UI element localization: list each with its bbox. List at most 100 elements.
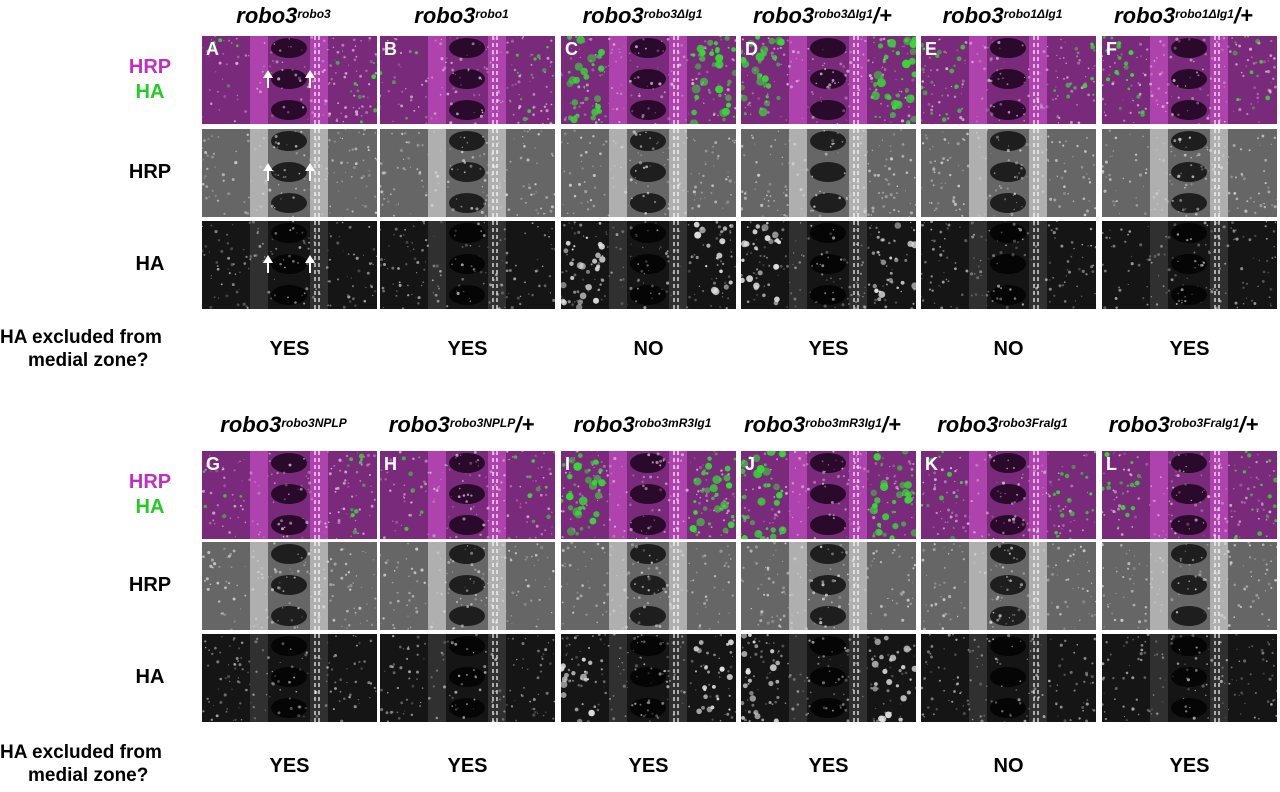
genotype-gene: robo3 — [1114, 3, 1176, 28]
row-label-hrp: HRP — [128, 161, 172, 183]
micrograph-panel-merge: D — [741, 36, 916, 124]
genotype-title: robo3robo3ΔIg1/+ — [735, 1, 910, 31]
genotype-gene: robo3 — [414, 3, 476, 28]
micrograph-panel-merge: L — [1102, 451, 1277, 539]
micrograph-panel-merge: B — [380, 36, 555, 124]
row-label-merge-hrp: HRP — [128, 471, 172, 493]
micrograph-panel-ha — [741, 221, 916, 309]
genotype-allele: robo3mR3Ig1 — [805, 416, 882, 430]
micrograph-panel-hrp — [202, 129, 377, 217]
answer-label: NO — [993, 338, 1024, 360]
genotype-title: robo3robo3FraIg1/+ — [1096, 410, 1271, 440]
micrograph-panel-hrp — [561, 129, 736, 217]
row-label-hrp: HRP — [128, 574, 172, 596]
answer-label: NO — [993, 755, 1024, 777]
panel-letter: F — [1106, 39, 1117, 59]
answer-label: YES — [269, 338, 310, 360]
arrow-icon — [305, 70, 315, 88]
answer-label: YES — [808, 755, 849, 777]
answer-label: YES — [628, 755, 669, 777]
micrograph-panel-merge: F — [1102, 36, 1277, 124]
answer-label: NO — [633, 338, 664, 360]
answer-label: YES — [1169, 338, 1210, 360]
panel-letter: L — [1106, 454, 1117, 474]
genotype-suffix: /+ — [515, 412, 535, 437]
genotype-suffix: /+ — [1239, 412, 1259, 437]
micrograph-panel-merge: E — [921, 36, 1096, 124]
question-line-2: medial zone? — [28, 765, 149, 786]
genotype-title: robo3robo3 — [196, 1, 371, 31]
genotype-gene: robo3 — [753, 3, 815, 28]
micrograph-panel-ha — [561, 221, 736, 309]
genotype-suffix: /+ — [881, 412, 901, 437]
micrograph-panel-merge: H — [380, 451, 555, 539]
panel-letter: G — [206, 454, 221, 474]
genotype-allele: robo3FraIg1 — [1169, 416, 1240, 430]
genotype-title: robo3robo3ΔIg1 — [555, 1, 730, 31]
genotype-title: robo3robo1ΔIg1/+ — [1096, 1, 1271, 31]
panel-letter: B — [384, 39, 397, 59]
genotype-allele: robo3 — [297, 7, 331, 21]
genotype-gene: robo3 — [582, 3, 644, 28]
genotype-title: robo3robo1 — [374, 1, 549, 31]
micrograph-panel-ha — [921, 221, 1096, 309]
answer-label: YES — [447, 338, 488, 360]
genotype-title: robo3robo3NPLP — [196, 410, 371, 440]
panel-letter: J — [745, 454, 756, 474]
genotype-allele: robo3mR3Ig1 — [634, 416, 712, 430]
question-label: HA excluded from medial zone? — [0, 326, 200, 372]
micrograph-panel-hrp — [921, 542, 1096, 630]
genotype-gene: robo3 — [220, 412, 282, 437]
genotype-gene: robo3 — [744, 412, 806, 437]
question-line-1: HA excluded from — [0, 742, 162, 763]
micrograph-panel-hrp — [380, 129, 555, 217]
micrograph-panel-merge: I — [561, 451, 736, 539]
genotype-allele: robo3NPLP — [281, 416, 347, 430]
arrow-icon — [263, 255, 273, 273]
genotype-gene: robo3 — [937, 412, 999, 437]
micrograph-panel-hrp — [741, 542, 916, 630]
row-label-merge-ha: HA — [135, 496, 165, 518]
panel-letter: C — [565, 39, 578, 59]
genotype-title: robo3robo3FraIg1 — [915, 410, 1090, 440]
genotype-allele: robo1 — [475, 7, 509, 21]
arrow-icon — [305, 255, 315, 273]
micrograph-panel-hrp — [1102, 129, 1277, 217]
genotype-title: robo3robo3mR3Ig1 — [555, 410, 730, 440]
question-line-2: medial zone? — [28, 350, 149, 371]
panel-letter: H — [384, 454, 397, 474]
micrograph-panel-ha — [380, 221, 555, 309]
panel-letter: K — [925, 454, 938, 474]
genotype-gene: robo3 — [573, 412, 635, 437]
genotype-gene: robo3 — [236, 3, 298, 28]
micrograph-panel-merge: K — [921, 451, 1096, 539]
genotype-title: robo3robo3NPLP/+ — [374, 410, 549, 440]
micrograph-panel-ha — [921, 634, 1096, 722]
micrograph-panel-ha — [1102, 634, 1277, 722]
micrograph-panel-ha — [741, 634, 916, 722]
genotype-allele: robo3NPLP — [449, 416, 516, 430]
genotype-title: robo3robo1ΔIg1 — [915, 1, 1090, 31]
micrograph-panel-ha — [1102, 221, 1277, 309]
arrow-icon — [263, 163, 273, 181]
row-label-ha: HA — [135, 253, 165, 275]
micrograph-panel-ha — [561, 634, 736, 722]
genotype-gene: robo3 — [1108, 412, 1170, 437]
genotype-gene: robo3 — [942, 3, 1004, 28]
micrograph-panel-hrp — [380, 542, 555, 630]
genotype-allele: robo1ΔIg1 — [1003, 7, 1063, 21]
answer-label: YES — [808, 338, 849, 360]
panel-letter: D — [745, 39, 758, 59]
panel-letter: A — [206, 39, 219, 59]
micrograph-panel-ha — [380, 634, 555, 722]
genotype-suffix: /+ — [872, 3, 892, 28]
genotype-allele: robo1ΔIg1 — [1175, 7, 1234, 21]
arrow-icon — [305, 163, 315, 181]
answer-label: YES — [269, 755, 310, 777]
genotype-gene: robo3 — [388, 412, 450, 437]
micrograph-panel-hrp — [1102, 542, 1277, 630]
micrograph-panel-merge: C — [561, 36, 736, 124]
micrograph-panel-merge: J — [741, 451, 916, 539]
arrow-icon — [263, 70, 273, 88]
answer-label: YES — [447, 755, 488, 777]
